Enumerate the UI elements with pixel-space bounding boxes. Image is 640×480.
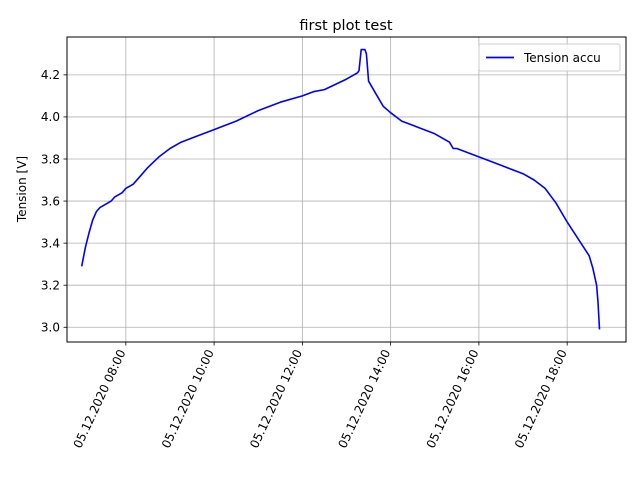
y-axis-label: Tension [V] bbox=[15, 156, 29, 223]
y-tick-label: 3.4 bbox=[41, 236, 60, 250]
series-line-tension-accu bbox=[80, 48, 601, 330]
y-tick-label: 4.0 bbox=[41, 110, 60, 124]
y-tick-label: 3.6 bbox=[41, 194, 60, 208]
y-tick-label: 4.2 bbox=[41, 68, 60, 82]
legend-label: Tension accu bbox=[523, 51, 601, 65]
series-layer bbox=[80, 48, 601, 330]
legend: Tension accu bbox=[478, 43, 621, 72]
plot-frame bbox=[66, 36, 627, 343]
legend-box bbox=[478, 43, 621, 72]
y-tick-label: 3.8 bbox=[41, 152, 60, 166]
grid-lines bbox=[67, 37, 626, 342]
y-tick-label: 3.0 bbox=[41, 321, 60, 335]
chart-title: first plot test bbox=[299, 18, 393, 34]
y-tick-label: 3.2 bbox=[41, 279, 60, 293]
